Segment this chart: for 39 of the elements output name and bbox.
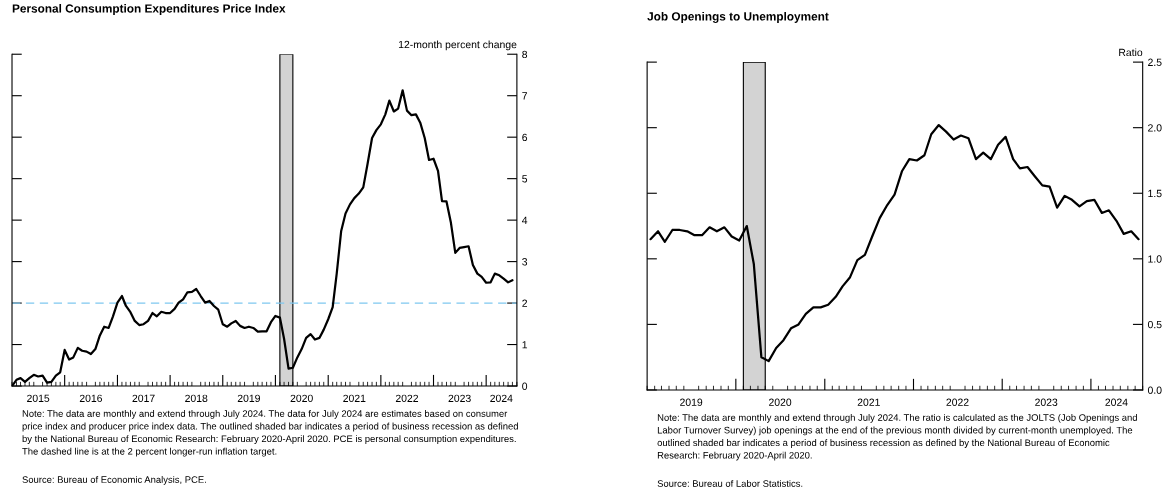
y-tick-label: 1 xyxy=(522,341,528,349)
x-tick-label: 2019 xyxy=(237,394,260,402)
chart-title: Job Openings to Unemployment xyxy=(647,11,829,23)
y-tick-label: 2.0 xyxy=(1148,124,1162,132)
x-tick-label: 2016 xyxy=(79,394,103,402)
y-tick-label: 7 xyxy=(522,92,528,100)
x-tick-label: 2015 xyxy=(27,394,50,402)
x-tick-label: 2023 xyxy=(448,394,471,402)
x-tick-label: 2019 xyxy=(680,398,703,406)
y-tick-label: 8 xyxy=(522,50,528,59)
x-tick-label: 2022 xyxy=(395,394,419,402)
text: Note: The data are monthly and extend through July 2024. The ratio is calculated as the JOLTS (Job Openings and Labor Turnover Survey) job openings at the end of the previous month divided by current-month unemployed. The outlined shaded bar indicates a period of business recession as defined by the National Bureau of Economic Research: February 2020-April 2020. xyxy=(657,413,1137,461)
x-tick-label: 2024 xyxy=(1105,398,1128,406)
x-tick-label: 2020 xyxy=(769,398,792,406)
x-tick-label: 2021 xyxy=(857,398,880,406)
y-tick-label: 0.0 xyxy=(1147,386,1162,394)
source-note: Source: Bureau of Economic Analysis, PCE. xyxy=(22,476,206,485)
x-tick-label: 2022 xyxy=(946,398,969,406)
y-tick-label: 3 xyxy=(522,258,528,266)
y-tick-label: 1.0 xyxy=(1148,255,1162,263)
y-tick-label: 1.5 xyxy=(1148,189,1162,198)
chart-title: Personal Consumption Expenditures Price Index xyxy=(12,4,286,16)
y-tick-label: 2 xyxy=(522,299,528,307)
y-tick-label: 0.5 xyxy=(1147,320,1162,329)
y-axis-title: Ratio xyxy=(1119,48,1143,57)
y-axis-title: 12-month percent change xyxy=(398,40,517,51)
y-tick-label: 2.5 xyxy=(1148,58,1162,66)
y-tick-label: 6 xyxy=(522,133,528,142)
y-tick-label: 4 xyxy=(521,216,528,224)
x-tick-label: 2017 xyxy=(132,394,155,402)
x-tick-label: 2024 xyxy=(490,394,513,402)
x-tick-label: 2020 xyxy=(290,394,313,402)
x-tick-label: 2023 xyxy=(1035,398,1058,406)
text: Note: The data are monthly and extend through July 2024. The data for July 2024 are estimates based on consumer price index and producer price index data. The outlined shaded bar indicates a period of business recession as defined by the National Bureau of Economic Research: February 2020-April 2020. PCE is personal consumption expenditures. The dashed line is at the 2 percent longer-run inflation target. xyxy=(22,410,518,457)
y-tick-label: 0 xyxy=(522,382,528,390)
y-tick-label: 5 xyxy=(522,175,528,183)
x-tick-label: 2018 xyxy=(185,394,208,402)
x-tick-label: 2021 xyxy=(343,394,366,402)
source-note: Source: Bureau of Labor Statistics. xyxy=(657,479,803,487)
